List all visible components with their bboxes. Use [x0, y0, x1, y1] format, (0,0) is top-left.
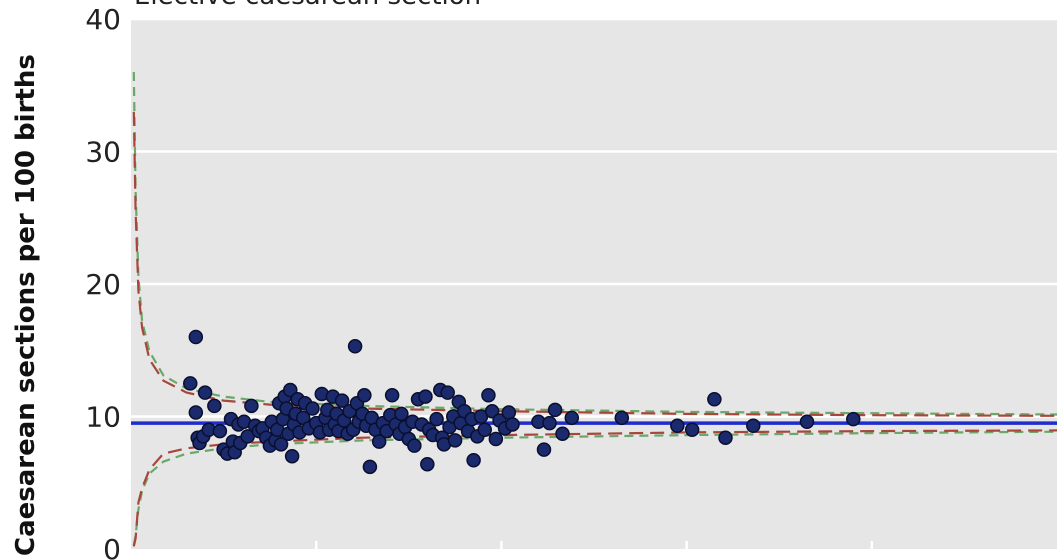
data-point-84	[420, 456, 435, 472]
data-points	[183, 329, 861, 475]
data-point-20	[244, 398, 259, 414]
data-point-120	[707, 392, 722, 407]
y-tick-label-0: 0	[103, 533, 121, 560]
data-point-106	[488, 431, 504, 447]
y-tick-label-20: 20	[85, 268, 121, 301]
data-point-36	[284, 449, 300, 464]
y-axis-label: Caesarean sections per 100 births	[11, 54, 41, 556]
data-point-116	[564, 410, 580, 426]
data-point-112	[536, 442, 552, 457]
data-point-44	[305, 401, 320, 416]
data-point-123	[799, 414, 815, 430]
data-point-104	[481, 388, 496, 403]
chart-title: Elective caesarean section	[134, 0, 481, 11]
y-tick-label-30: 30	[85, 136, 121, 169]
data-point-110	[505, 417, 520, 432]
y-tick-label-10: 10	[85, 401, 121, 434]
data-point-117	[614, 410, 630, 426]
data-point-7	[197, 385, 213, 400]
data-point-103	[477, 422, 492, 437]
data-point-64	[357, 388, 372, 403]
data-point-118	[670, 418, 685, 434]
data-point-66	[362, 459, 378, 475]
data-point-73	[384, 388, 400, 403]
data-point-3	[188, 405, 204, 420]
data-point-9	[207, 398, 222, 414]
data-point-119	[684, 422, 700, 437]
data-point-2	[188, 329, 204, 345]
data-point-10	[212, 423, 228, 439]
y-tick-labels: 0 10 20 30 40	[85, 3, 121, 560]
data-point-30	[273, 437, 289, 452]
data-point-60	[347, 339, 363, 354]
data-point-69	[371, 434, 387, 449]
data-point-87	[429, 411, 444, 427]
data-point-115	[555, 426, 570, 441]
data-point-80	[407, 438, 422, 453]
y-tick-label-40: 40	[85, 3, 121, 36]
data-point-35	[283, 382, 298, 398]
data-point-55	[334, 393, 350, 408]
lower-limit-95	[132, 429, 1057, 547]
data-point-109	[501, 405, 517, 420]
data-point-91	[440, 385, 455, 400]
data-point-114	[547, 402, 563, 418]
data-point-105	[484, 403, 500, 419]
data-point-76	[394, 406, 409, 422]
data-point-100	[466, 452, 481, 468]
data-point-94	[447, 433, 463, 448]
data-point-83	[418, 389, 433, 404]
data-point-124	[846, 411, 861, 427]
data-point-121	[718, 430, 733, 445]
data-point-113	[542, 415, 557, 431]
data-point-122	[746, 418, 761, 434]
data-point-1	[183, 376, 198, 391]
lower-limit-998	[132, 430, 1057, 546]
